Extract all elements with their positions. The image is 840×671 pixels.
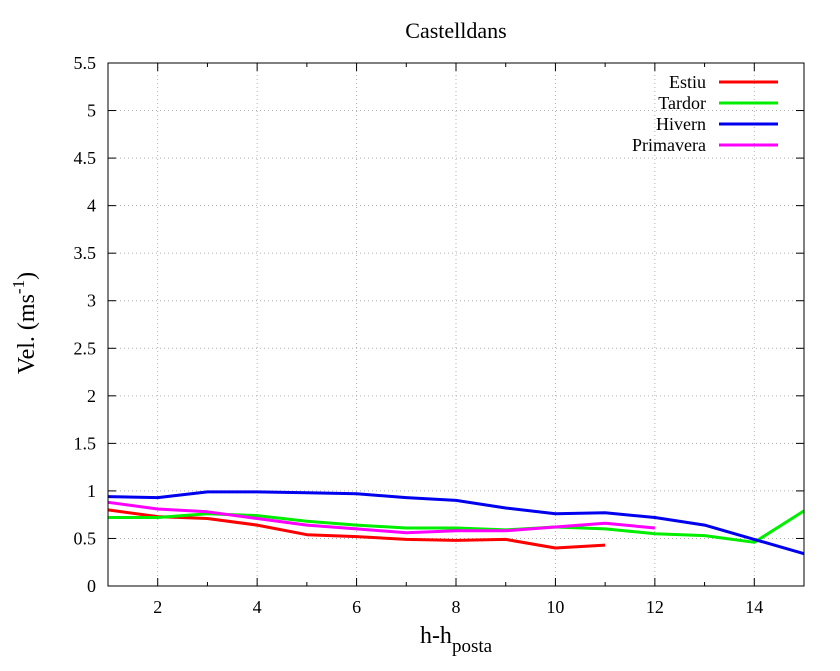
y-tick-label: 4.5 — [74, 148, 97, 168]
y-tick-label: 5.5 — [74, 53, 97, 73]
tick-labels: 0 0.5 1 1.5 2 2.5 3 3.5 4 4.5 5 5.5 2 4 6 8 10 12 14 — [74, 53, 764, 617]
x-axis-title-subscript: posta — [452, 636, 493, 657]
y-tick-label: 2 — [87, 386, 96, 406]
series-line-hivern — [107, 490, 805, 556]
y-axis-title-main: Vel. (ms — [14, 294, 40, 374]
series-line-primavera — [107, 500, 656, 535]
y-tick-label: 5 — [87, 101, 96, 121]
x-tick-label: 2 — [153, 597, 162, 617]
x-tick-label: 14 — [745, 597, 763, 617]
y-axis-title-superscript: -1 — [9, 280, 28, 294]
x-axis-title: h-hposta — [420, 623, 493, 657]
y-tick-label: 3 — [87, 291, 96, 311]
y-axis-title: Vel. (ms-1) — [9, 272, 40, 374]
y-axis-title-end: ) — [14, 272, 40, 280]
legend-label: Tardor — [658, 93, 706, 113]
x-tick-label: 6 — [352, 597, 361, 617]
y-tick-label: 1 — [87, 481, 96, 501]
chart-title: Castelldans — [405, 18, 506, 43]
x-tick-label: 4 — [253, 597, 262, 617]
x-tick-label: 8 — [452, 597, 461, 617]
x-tick-label: 12 — [646, 597, 664, 617]
legend-label: Hivern — [656, 114, 706, 134]
y-tick-label: 0 — [87, 576, 96, 596]
x-axis-title-main: h-h — [420, 623, 452, 649]
legend-label: Primavera — [632, 135, 706, 155]
series-line-estiu — [107, 508, 606, 550]
y-tick-label: 1.5 — [74, 433, 97, 453]
y-tick-label: 0.5 — [74, 528, 97, 548]
x-tick-label: 10 — [546, 597, 564, 617]
plot-frame — [107, 62, 805, 587]
legend-label: Estiu — [669, 72, 706, 92]
y-tick-label: 4 — [87, 196, 96, 216]
y-tick-label: 3.5 — [74, 243, 97, 263]
series-lines — [107, 490, 805, 556]
y-tick-label: 2.5 — [74, 338, 97, 358]
